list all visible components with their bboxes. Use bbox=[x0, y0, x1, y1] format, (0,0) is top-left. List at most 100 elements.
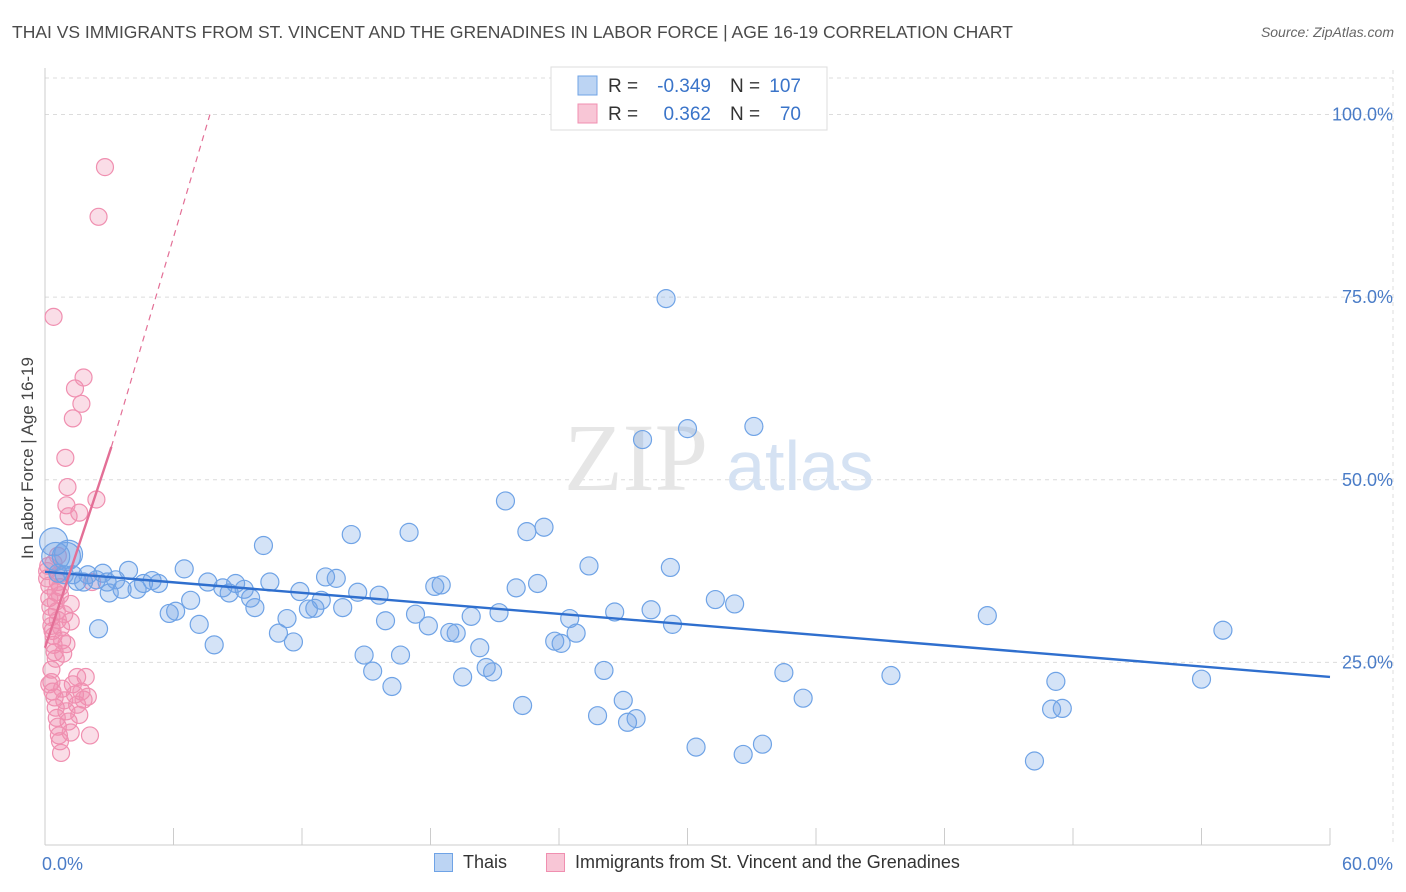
thai-point bbox=[260, 572, 280, 592]
thai-point bbox=[1046, 671, 1066, 691]
thai-point bbox=[219, 583, 239, 603]
thai-point bbox=[369, 585, 389, 605]
thai-point bbox=[166, 601, 186, 621]
thai-point bbox=[326, 568, 346, 588]
svg-point bbox=[72, 394, 91, 413]
thai-point bbox=[495, 491, 516, 511]
thai-point bbox=[189, 614, 209, 634]
thai-point bbox=[382, 676, 402, 697]
svg-point bbox=[42, 660, 61, 679]
thai-point bbox=[656, 289, 676, 309]
thai-point bbox=[752, 734, 773, 754]
svg-point bbox=[49, 726, 69, 745]
thai-point bbox=[506, 578, 526, 598]
svg-trend-line bbox=[43, 446, 113, 649]
thai-point bbox=[534, 517, 554, 537]
trend-lines bbox=[43, 114, 1331, 679]
legend-item-thais[interactable]: Thais bbox=[434, 852, 507, 873]
svg-legend-swatch bbox=[577, 103, 598, 124]
thai-n-label: N = bbox=[730, 76, 760, 97]
thai-point bbox=[245, 597, 265, 618]
thai-point bbox=[489, 603, 509, 623]
thai-trend-line bbox=[44, 570, 1331, 679]
svg-trend-extension bbox=[110, 114, 211, 448]
stats-legend: R = -0.349 N = 107 R = 0.362 N = 70 bbox=[550, 66, 828, 131]
legend-label-thais: Thais bbox=[463, 852, 508, 872]
svg-point bbox=[74, 368, 93, 387]
y-axis-label: In Labor Force | Age 16-19 bbox=[18, 357, 37, 559]
thai-point bbox=[446, 623, 466, 643]
thai-legend-swatch bbox=[577, 75, 598, 96]
svg-point bbox=[51, 743, 71, 763]
thai-point bbox=[705, 589, 725, 610]
thai-point bbox=[1191, 669, 1212, 689]
thai-point bbox=[725, 594, 745, 614]
svg-point bbox=[59, 712, 78, 731]
thai-point bbox=[431, 575, 451, 595]
watermark-atlas: atlas bbox=[726, 427, 874, 505]
thai-r-value: -0.349 bbox=[657, 76, 711, 97]
svg-point bbox=[63, 409, 82, 428]
thai-point bbox=[977, 606, 997, 626]
thai-point bbox=[354, 645, 374, 665]
svg-r-label: R = bbox=[608, 104, 638, 125]
thai-point bbox=[38, 527, 69, 557]
thai-points bbox=[38, 289, 1233, 771]
thai-point bbox=[268, 623, 289, 643]
thai-point bbox=[744, 416, 764, 437]
thai-point bbox=[425, 576, 445, 597]
svg-point bbox=[40, 675, 59, 694]
thai-point bbox=[375, 611, 396, 631]
thai-point bbox=[405, 604, 426, 624]
thai-point bbox=[1041, 699, 1062, 719]
x-tick-label: 0.0% bbox=[42, 854, 83, 874]
thai-point bbox=[512, 695, 533, 716]
source-label: Source: ZipAtlas.com bbox=[1260, 24, 1394, 40]
y-tick-label: 100.0% bbox=[1332, 105, 1393, 125]
svg-point bbox=[80, 726, 100, 745]
thai-point bbox=[483, 662, 503, 682]
thai-point bbox=[527, 573, 548, 594]
svg-n-label: N = bbox=[730, 104, 760, 125]
thai-n-value: 107 bbox=[769, 76, 801, 97]
thai-point bbox=[118, 560, 139, 580]
thai-point bbox=[733, 744, 753, 765]
thai-point bbox=[686, 737, 706, 757]
thai-point bbox=[390, 645, 411, 665]
x-tick-label: 60.0% bbox=[1342, 854, 1393, 874]
thai-point bbox=[440, 622, 460, 643]
svg-point bbox=[78, 687, 97, 706]
thais-swatch bbox=[434, 853, 453, 872]
thai-point bbox=[641, 600, 661, 620]
thai-point bbox=[399, 522, 419, 542]
svg-point bbox=[95, 158, 115, 177]
svg-point bbox=[61, 723, 80, 742]
svg-point bbox=[56, 448, 75, 467]
svg-point bbox=[46, 649, 65, 668]
thai-point bbox=[283, 632, 304, 652]
thai-point bbox=[461, 606, 481, 626]
thai-point bbox=[1024, 751, 1045, 771]
legend-item-svg[interactable]: Immigrants from St. Vincent and the Gren… bbox=[546, 852, 960, 873]
thai-point bbox=[204, 635, 224, 655]
thai-point bbox=[363, 661, 383, 681]
thai-point bbox=[594, 660, 614, 681]
watermark-zip: ZIP bbox=[564, 404, 708, 511]
svg-point bbox=[70, 705, 89, 725]
svg-point bbox=[59, 507, 78, 526]
thai-point bbox=[418, 616, 438, 636]
grid-lines bbox=[45, 70, 1394, 845]
thai-point bbox=[579, 556, 599, 576]
svg-point bbox=[61, 612, 80, 631]
svg-point bbox=[68, 667, 87, 687]
svg-point bbox=[57, 635, 76, 654]
thai-point bbox=[341, 524, 361, 545]
svg-point bbox=[44, 307, 63, 326]
bottom-legend: Thais Immigrants from St. Vincent and th… bbox=[0, 848, 1406, 880]
watermark: ZIP atlas bbox=[564, 404, 874, 511]
axes bbox=[44, 68, 1331, 846]
thai-point bbox=[148, 573, 169, 594]
svg-point bbox=[58, 477, 77, 497]
thai-point bbox=[277, 608, 297, 629]
